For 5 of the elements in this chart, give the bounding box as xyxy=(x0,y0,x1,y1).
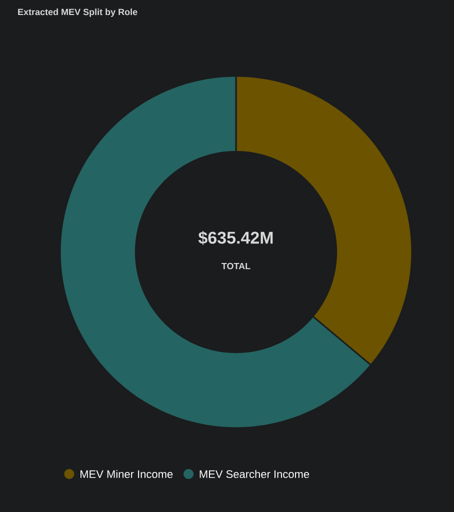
legend-label: MEV Searcher Income xyxy=(200,470,310,478)
legend-label: MEV Miner Income xyxy=(80,470,173,478)
text: TOTAL xyxy=(222,262,250,270)
chart-title: Extracted MEV Split by Role xyxy=(18,8,138,17)
text: $635.42M xyxy=(198,230,273,245)
